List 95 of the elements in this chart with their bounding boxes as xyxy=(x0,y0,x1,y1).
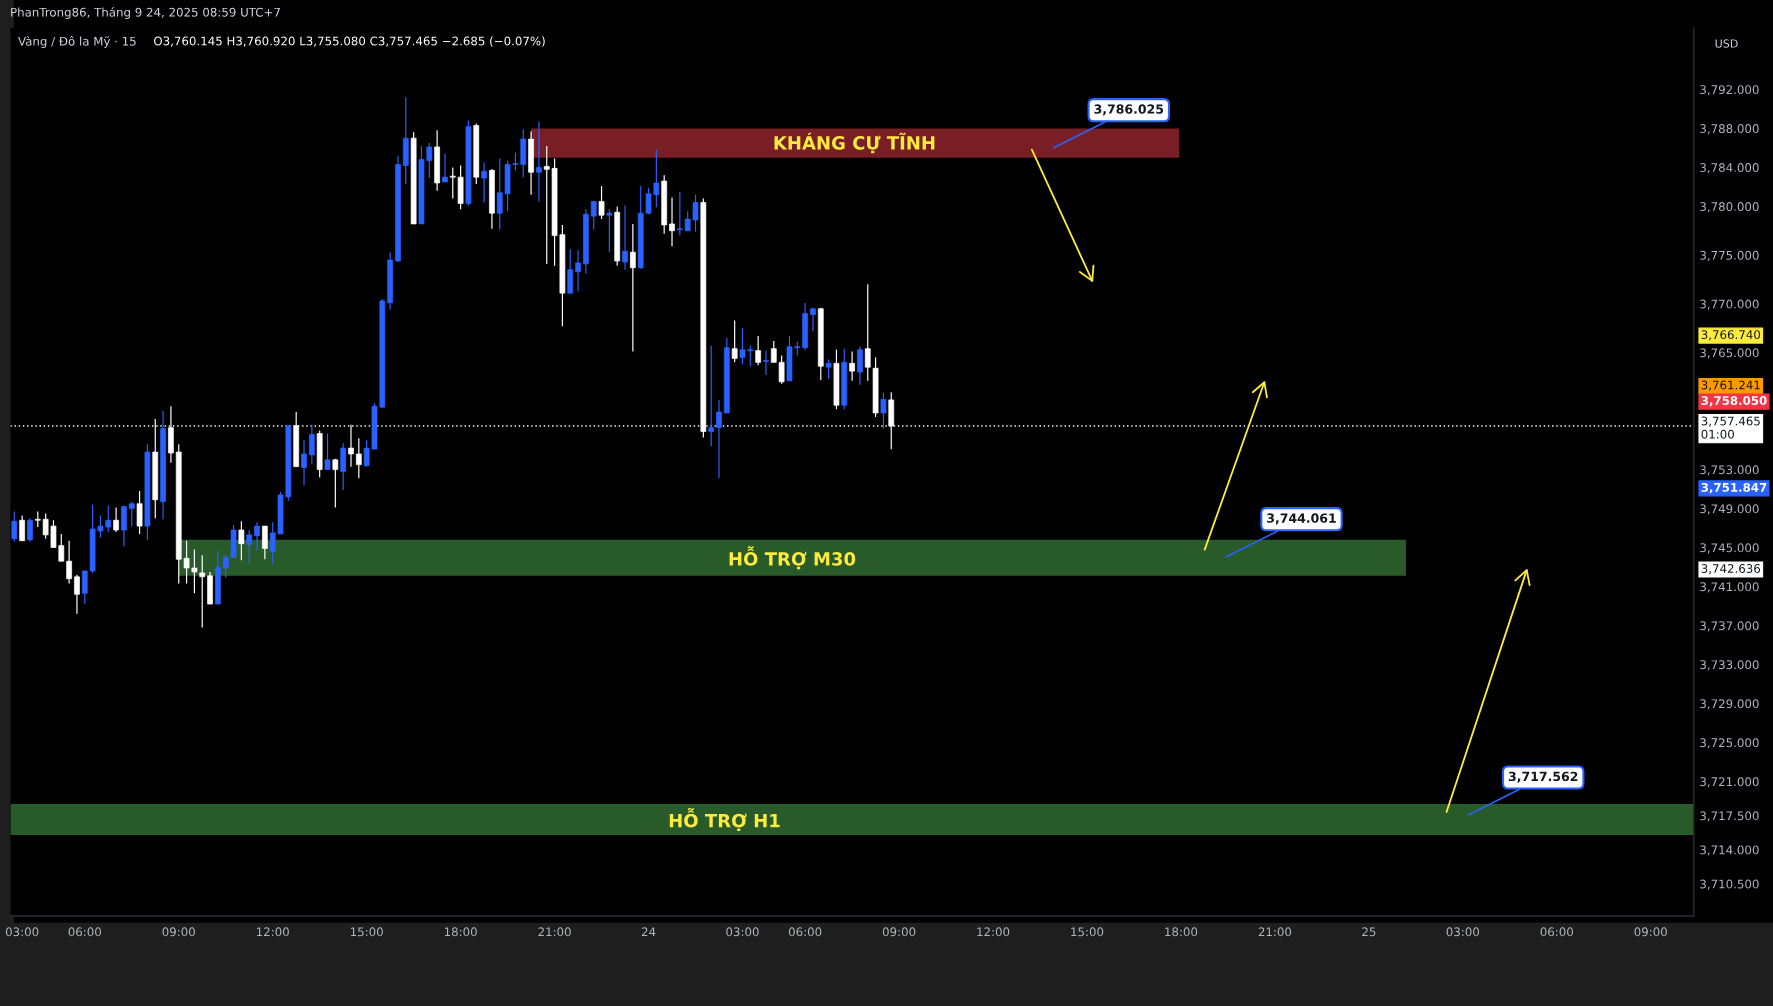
text: Vàng / Đô la Mỹ · 15 xyxy=(18,36,136,48)
x-tick-label: 15:00 xyxy=(1071,927,1104,937)
text: 3,766.740 xyxy=(1701,330,1761,341)
candlestick xyxy=(308,424,315,465)
x-tick-label: 18:00 xyxy=(1165,927,1198,937)
candlestick xyxy=(676,191,683,237)
x-tick-label: 25 xyxy=(1362,927,1376,937)
y-tick-label: 3,725.000 xyxy=(1700,738,1759,749)
candlestick xyxy=(355,437,362,479)
text: 3,742.636 xyxy=(1701,564,1761,575)
candlestick xyxy=(27,517,33,543)
text: PhanTrong86, Tháng 9 24, 2025 08:59 UTC+7 xyxy=(11,7,280,19)
y-tick-label: 3,770.000 xyxy=(1700,299,1759,310)
candlestick xyxy=(575,249,581,292)
text: 3,758.050 xyxy=(1701,396,1767,407)
ref-line-label: 3,757.465 01:00 xyxy=(1701,416,1760,439)
y-tick-label: 3,780.000 xyxy=(1700,202,1759,213)
candlestick xyxy=(622,204,628,271)
candlestick xyxy=(880,391,887,430)
candlestick xyxy=(74,574,80,615)
annotation: 3,744.061 xyxy=(1267,513,1336,525)
candlestick xyxy=(481,161,487,204)
text: USD xyxy=(1715,39,1738,48)
candlestick xyxy=(332,458,339,509)
y-tick-label: 3,788.000 xyxy=(1700,124,1759,135)
y-tick-label: 3,745.000 xyxy=(1700,543,1759,554)
x-tick-label: 03:00 xyxy=(1446,927,1480,937)
candlestick xyxy=(606,208,613,253)
candlestick xyxy=(11,510,18,543)
candlestick xyxy=(731,319,738,363)
candlestick xyxy=(442,153,448,183)
candlestick xyxy=(669,197,675,247)
band-label: HỖ TRỢ M30 xyxy=(729,546,856,570)
annotation: 3,717.562 xyxy=(1508,771,1578,783)
candlestick xyxy=(536,120,542,203)
candlestick xyxy=(590,200,597,231)
band-label: HỖ TRỢ H1 xyxy=(669,807,780,832)
candlestick xyxy=(128,501,135,527)
x-tick-label: 12:00 xyxy=(256,927,289,937)
x-tick-label: 09:00 xyxy=(162,927,195,937)
candlestick xyxy=(825,358,832,380)
candlestick xyxy=(340,442,347,491)
candlestick xyxy=(324,432,331,471)
candlestick xyxy=(849,351,855,382)
candlestick xyxy=(567,248,574,295)
y-tick-label: 3,792.000 xyxy=(1700,85,1759,96)
candlestick xyxy=(262,525,268,560)
x-tick-label: 24 xyxy=(641,927,656,937)
text: 3,761.241 xyxy=(1701,380,1760,391)
candlestick xyxy=(113,506,119,533)
y-tick-label: 3,717.500 xyxy=(1700,811,1759,822)
x-tick-label: 06:00 xyxy=(788,927,822,937)
candlestick xyxy=(301,439,307,486)
annotation: 3,786.025 xyxy=(1094,104,1164,116)
candlestick xyxy=(19,514,25,542)
band-label: KHÁNG CỰ TĨNH xyxy=(774,132,935,154)
x-tick-label: 09:00 xyxy=(882,927,916,937)
candlestick xyxy=(755,335,761,366)
y-tick-label: 3,784.000 xyxy=(1700,163,1759,174)
candlestick xyxy=(246,529,253,565)
y-tick-label: 3,710.500 xyxy=(1700,879,1759,890)
text: O3,760.145 H3,760.920 L3,755.080 C3,757.465 −2.685 (−0.07%) xyxy=(154,36,545,47)
y-tick-label: 3,721.000 xyxy=(1700,777,1759,788)
candlestick xyxy=(238,520,245,561)
y-tick-label: 3,741.000 xyxy=(1700,582,1759,593)
x-tick-label: 06:00 xyxy=(68,927,102,937)
candlestick xyxy=(598,185,605,220)
candlestick xyxy=(254,521,260,552)
candlestick xyxy=(763,350,769,376)
y-tick-label: 3,753.000 xyxy=(1700,465,1759,476)
x-tick-label: 06:00 xyxy=(1540,927,1574,937)
candlestick xyxy=(708,345,715,447)
x-tick-label: 09:00 xyxy=(1634,927,1667,937)
y-tick-label: 3,765.000 xyxy=(1700,348,1759,359)
x-tick-label: 03:00 xyxy=(5,927,39,937)
x-tick-label: 03:00 xyxy=(726,927,759,937)
candlestick xyxy=(857,346,863,386)
candlestick xyxy=(136,490,143,535)
y-tick-label: 3,733.000 xyxy=(1700,660,1759,671)
candlestick xyxy=(66,540,72,585)
y-tick-label: 3,729.000 xyxy=(1700,699,1759,710)
y-tick-label: 3,737.000 xyxy=(1700,621,1759,632)
candlestick xyxy=(716,399,722,479)
y-tick-label: 3,775.000 xyxy=(1700,250,1759,261)
x-tick-label: 21:00 xyxy=(538,927,571,937)
x-tick-label: 15:00 xyxy=(350,927,383,937)
x-tick-label: 18:00 xyxy=(444,927,477,937)
text: 3,751.847 xyxy=(1701,482,1767,494)
x-tick-label: 21:00 xyxy=(1258,927,1292,937)
candlestick xyxy=(121,505,127,548)
x-tick-label: 12:00 xyxy=(977,927,1010,937)
candlestick xyxy=(630,223,636,353)
candlestick xyxy=(864,283,871,382)
y-tick-label: 3,714.000 xyxy=(1700,845,1759,856)
y-tick-label: 3,749.000 xyxy=(1700,504,1759,515)
